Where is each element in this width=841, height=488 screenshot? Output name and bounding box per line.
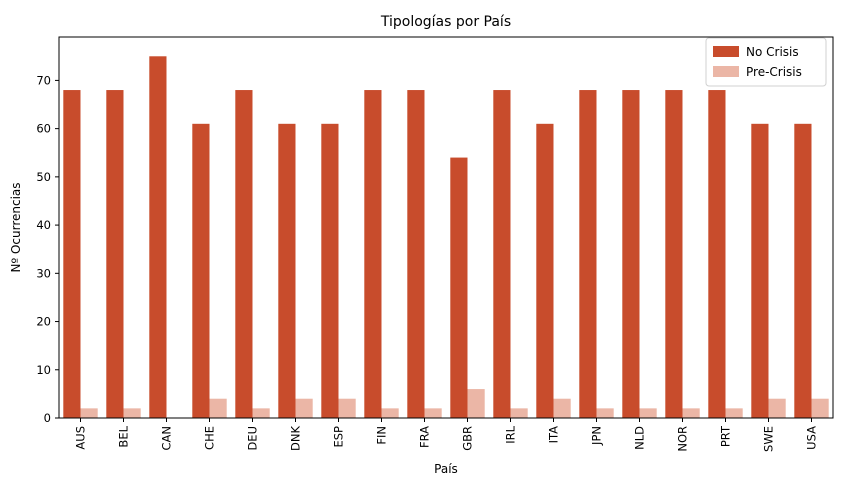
bar-nor-pre-crisis [682,408,700,418]
x-tick-label-che: CHE [203,426,217,450]
legend-label-no-crisis: No Crisis [746,45,799,59]
x-tick-label-irl: IRL [504,425,518,443]
bar-esp-no-crisis [321,123,339,419]
x-tick-label-nld: NLD [633,426,647,450]
x-tick-label-fra: FRA [418,426,432,448]
bar-nor-no-crisis [665,90,683,419]
x-axis: AUS BEL CAN CHE DEU DNK ESP FIN FRA GBR IRL ITA JPN N… [74,418,819,452]
y-tick-label-50: 50 [36,170,51,184]
bar-bel-no-crisis [106,90,124,419]
bar-esp-pre-crisis [338,398,356,418]
bar-irl-pre-crisis [510,408,528,418]
bar-aus-no-crisis [63,90,81,419]
x-tick-label-deu: DEU [246,426,260,451]
x-tick-label-usa: USA [805,426,819,450]
y-tick-label-20: 20 [36,315,51,329]
bars-group [63,56,829,419]
y-tick-label-70: 70 [36,73,51,87]
x-tick-label-bel: BEL [117,425,131,447]
bar-nld-pre-crisis [639,408,657,418]
x-tick-label-nor: NOR [676,426,690,452]
x-tick-label-fin: FIN [375,426,389,445]
x-tick-label-ita: ITA [547,426,561,444]
bar-jpn-pre-crisis [596,408,614,418]
legend-swatch-no-crisis [713,46,739,57]
bar-dnk-pre-crisis [295,398,313,418]
x-tick-label-prt: PRT [719,425,733,447]
y-axis-title: Nº Ocurrencias [9,182,23,272]
bar-usa-no-crisis [794,123,812,419]
bar-fin-pre-crisis [381,408,399,418]
bar-ita-pre-crisis [553,398,571,418]
bar-gbr-no-crisis [450,157,468,418]
bar-prt-pre-crisis [725,408,743,418]
y-tick-label-30: 30 [36,266,51,280]
bar-jpn-no-crisis [579,90,597,419]
x-axis-title: País [434,462,458,476]
bar-fra-no-crisis [407,90,425,419]
x-tick-label-aus: AUS [74,426,88,450]
bar-can-no-crisis [149,56,167,418]
legend-swatch-pre-crisis [713,66,739,77]
y-tick-label-40: 40 [36,218,51,232]
bar-swe-no-crisis [751,123,769,419]
bar-fin-no-crisis [364,90,382,419]
x-tick-label-gbr: GBR [461,426,475,451]
y-tick-label-0: 0 [44,411,51,425]
bar-che-no-crisis [192,123,210,419]
bar-nld-no-crisis [622,90,640,419]
x-tick-label-jpn: JPN [590,426,604,446]
bar-fra-pre-crisis [424,408,442,418]
y-tick-label-60: 60 [36,122,51,136]
x-tick-label-dnk: DNK [289,426,303,451]
bar-irl-no-crisis [493,90,511,419]
bar-usa-pre-crisis [811,398,829,418]
chart-title: Tipologías por País [380,14,511,30]
bar-che-pre-crisis [209,398,227,418]
bar-prt-no-crisis [708,90,726,419]
y-tick-label-10: 10 [36,363,51,377]
bar-gbr-pre-crisis [467,389,485,418]
x-tick-label-swe: SWE [762,426,776,452]
bar-swe-pre-crisis [768,398,786,418]
y-axis: 0 10 20 30 40 50 60 70 [36,73,59,425]
legend: No Crisis Pre-Crisis [705,37,827,87]
legend-label-pre-crisis: Pre-Crisis [746,65,802,79]
bar-ita-no-crisis [536,123,554,419]
bar-deu-pre-crisis [252,408,270,418]
plot-frame [58,36,834,419]
bar-deu-no-crisis [235,90,253,419]
bar-aus-pre-crisis [80,408,98,418]
x-tick-label-can: CAN [160,426,174,451]
x-tick-label-esp: ESP [332,426,346,448]
bar-bel-pre-crisis [123,408,141,418]
bar-dnk-no-crisis [278,123,296,419]
